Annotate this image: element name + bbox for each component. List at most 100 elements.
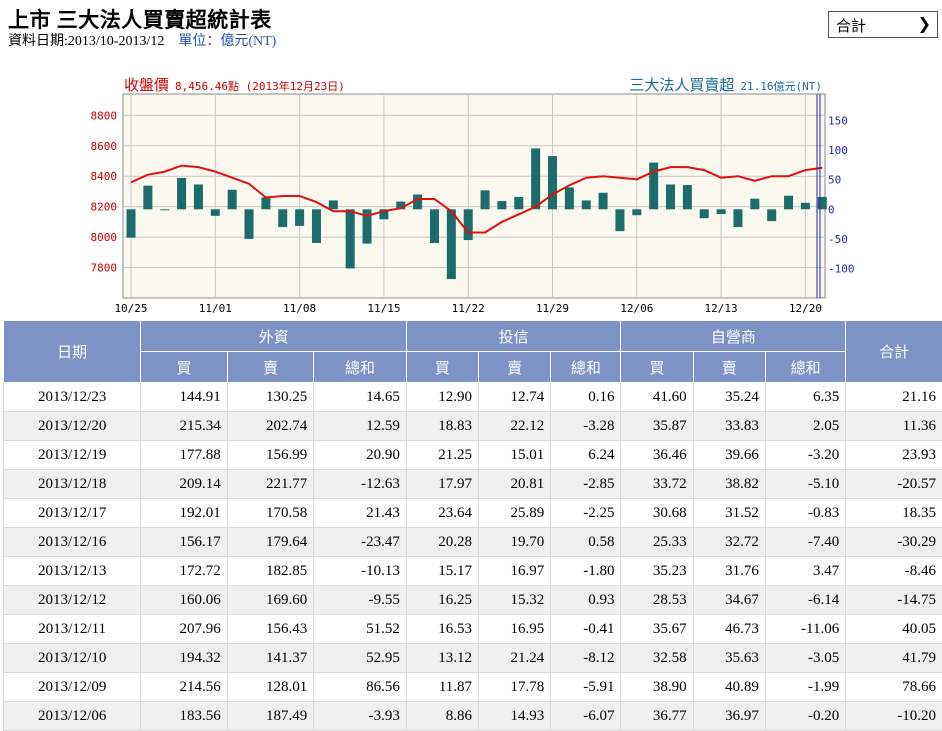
row-value-cell: 192.01 (141, 499, 227, 528)
header-date: 日期 (4, 321, 141, 383)
net-buy-bar (683, 185, 692, 209)
row-value-cell: 32.58 (621, 644, 693, 673)
row-date-cell: 2013/12/10 (4, 644, 141, 673)
net-buy-bar (750, 199, 759, 210)
row-value-cell: 0.93 (551, 586, 621, 615)
net-buy-bar (261, 197, 270, 209)
x-tick-label: 11/29 (536, 302, 569, 315)
header-sell: 賣 (693, 352, 765, 383)
net-buy-bar (245, 209, 254, 239)
row-value-cell: 16.97 (479, 557, 551, 586)
net-buy-bar (481, 190, 490, 209)
row-value-cell: 3.47 (765, 557, 845, 586)
header-sell: 賣 (479, 352, 551, 383)
row-value-cell: -6.07 (551, 702, 621, 731)
header-total: 合計 (846, 321, 942, 383)
net-buy-bar (565, 187, 574, 209)
net-buy-bar (160, 209, 169, 210)
header-buy: 買 (406, 352, 478, 383)
row-date-cell: 2013/12/09 (4, 673, 141, 702)
row-value-cell: 35.24 (693, 383, 765, 412)
select-value: 合計 (836, 15, 866, 36)
row-value-cell: 25.89 (479, 499, 551, 528)
row-value-cell: -5.10 (765, 470, 845, 499)
left-tick-label: 8600 (91, 140, 118, 153)
row-value-cell: -5.91 (551, 673, 621, 702)
net-buy-bar (615, 209, 624, 231)
net-buy-bar (717, 209, 726, 214)
row-value-cell: -20.57 (846, 470, 942, 499)
net-buy-caption-value: 21.16億元(NT) (740, 80, 822, 93)
row-value-cell: 202.74 (227, 412, 313, 441)
net-buy-bar (818, 197, 827, 209)
row-value-cell: 40.89 (693, 673, 765, 702)
net-buy-bar (733, 209, 742, 227)
row-value-cell: 156.43 (227, 615, 313, 644)
row-date-cell: 2013/12/06 (4, 702, 141, 731)
row-value-cell: -1.99 (765, 673, 845, 702)
header-net: 總和 (314, 352, 407, 383)
row-value-cell: 16.95 (479, 615, 551, 644)
close-price-caption-value: 8,456.46點 (2013年12月23日) (175, 79, 345, 93)
row-value-cell: 20.28 (406, 528, 478, 557)
net-buy-bar (666, 184, 675, 209)
row-value-cell: 23.93 (846, 441, 942, 470)
row-value-cell: 52.95 (314, 644, 407, 673)
row-value-cell: 187.49 (227, 702, 313, 731)
row-value-cell: 11.36 (846, 412, 942, 441)
row-value-cell: 17.78 (479, 673, 551, 702)
row-value-cell: 18.83 (406, 412, 478, 441)
net-buy-bar (531, 148, 540, 209)
header-group-foreign: 外資 (141, 321, 407, 352)
row-date-cell: 2013/12/23 (4, 383, 141, 412)
row-value-cell: 18.35 (846, 499, 942, 528)
summary-type-select[interactable]: 合計 ❯ (828, 11, 938, 38)
row-value-cell: 6.35 (765, 383, 845, 412)
row-value-cell: -11.06 (765, 615, 845, 644)
net-buy-bar (278, 209, 287, 227)
row-date-cell: 2013/12/20 (4, 412, 141, 441)
left-tick-label: 8200 (91, 201, 118, 214)
row-value-cell: 32.72 (693, 528, 765, 557)
header-buy: 買 (621, 352, 693, 383)
row-value-cell: 16.25 (406, 586, 478, 615)
row-value-cell: 160.06 (141, 586, 227, 615)
row-value-cell: 14.65 (314, 383, 407, 412)
row-value-cell: 35.63 (693, 644, 765, 673)
row-value-cell: 20.90 (314, 441, 407, 470)
x-tick-label: 12/13 (705, 302, 738, 315)
row-value-cell: -14.75 (846, 586, 942, 615)
row-date-cell: 2013/12/13 (4, 557, 141, 586)
row-value-cell: 2.05 (765, 412, 845, 441)
row-value-cell: 221.77 (227, 470, 313, 499)
row-value-cell: 128.01 (227, 673, 313, 702)
row-value-cell: 39.66 (693, 441, 765, 470)
unit-label: 單位：億元(NT) (178, 34, 276, 49)
row-value-cell: 21.24 (479, 644, 551, 673)
net-buy-bar (649, 163, 658, 210)
row-value-cell: -7.40 (765, 528, 845, 557)
net-buy-bar (700, 209, 709, 218)
row-date-cell: 2013/12/11 (4, 615, 141, 644)
row-value-cell: -8.12 (551, 644, 621, 673)
row-value-cell: 179.64 (227, 528, 313, 557)
row-value-cell: 33.83 (693, 412, 765, 441)
row-value-cell: 22.12 (479, 412, 551, 441)
row-value-cell: 194.32 (141, 644, 227, 673)
row-value-cell: -2.25 (551, 499, 621, 528)
right-tick-label: -100 (828, 262, 855, 275)
row-value-cell: -0.83 (765, 499, 845, 528)
row-value-cell: 86.56 (314, 673, 407, 702)
row-value-cell: -8.46 (846, 557, 942, 586)
header-sell: 賣 (227, 352, 313, 383)
row-value-cell: 12.90 (406, 383, 478, 412)
row-value-cell: 41.79 (846, 644, 942, 673)
